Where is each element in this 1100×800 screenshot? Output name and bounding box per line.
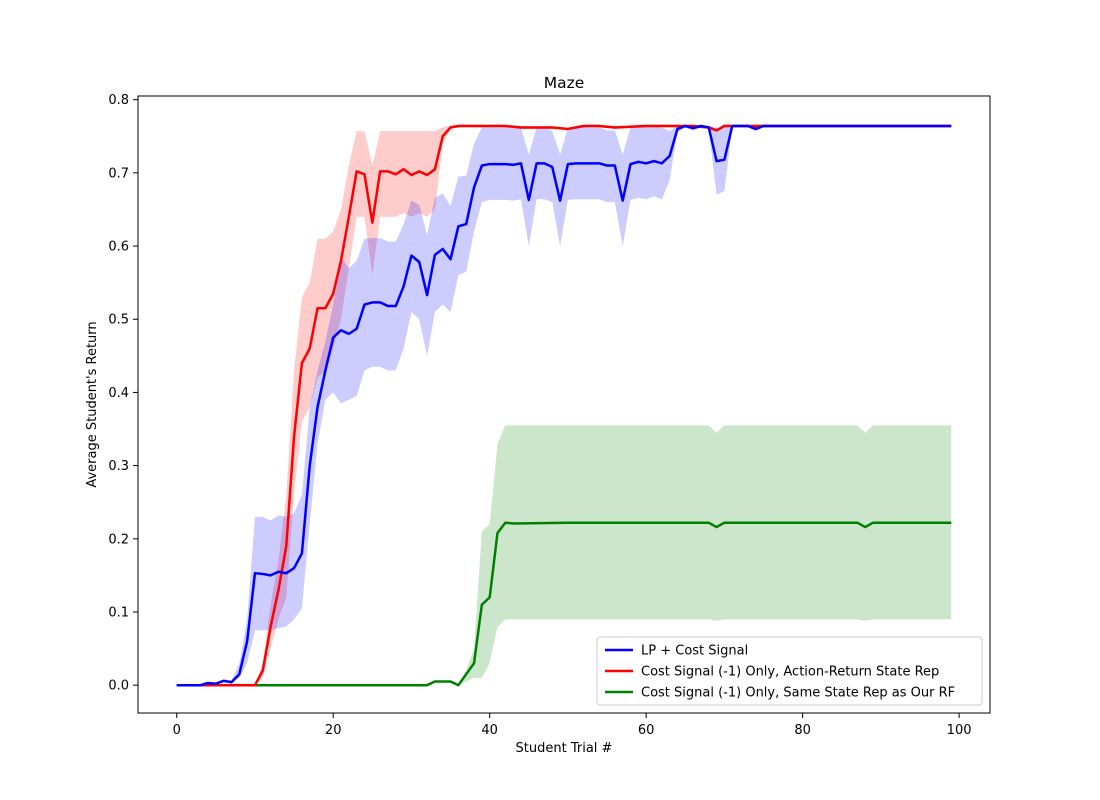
y-axis-label: Average Student's Return <box>85 321 100 487</box>
legend-label-1: Cost Signal (-1) Only, Action-Return Sta… <box>641 665 939 680</box>
legend-box <box>596 636 983 706</box>
x-tick-label-3: 60 <box>638 723 655 738</box>
legend: LP + Cost Signal Cost Signal (-1) Only, A… <box>596 636 983 706</box>
chart-title: Maze <box>544 74 585 92</box>
y-tick-label-8: 0.8 <box>108 93 129 108</box>
legend-label-2: Cost Signal (-1) Only, Same State Rep as… <box>641 686 955 701</box>
plot-frame <box>137 95 991 714</box>
y-tick-label-7: 0.7 <box>108 166 129 181</box>
line-series-0 <box>176 521 952 687</box>
x-axis-label: Student Trial # <box>516 741 613 756</box>
y-tick-label-2: 0.2 <box>108 532 129 547</box>
x-axis: 0 20 40 60 80 100 <box>173 713 972 738</box>
line-series-2 <box>176 124 952 687</box>
x-tick-label-5: 100 <box>947 723 972 738</box>
band-series-2 <box>176 124 952 686</box>
line-series-1 <box>176 124 952 687</box>
band-series-0 <box>176 425 952 686</box>
y-tick-label-0: 0.0 <box>108 679 129 694</box>
y-axis: 0.0 0.1 0.2 0.3 0.4 0.5 0.6 0.7 0.8 <box>108 93 138 694</box>
y-tick-label-3: 0.3 <box>108 459 129 474</box>
x-tick-label-2: 40 <box>481 723 498 738</box>
y-tick-label-6: 0.6 <box>108 240 129 255</box>
legend-label-0: LP + Cost Signal <box>641 644 748 659</box>
y-tick-label-4: 0.4 <box>108 386 129 401</box>
plot-area <box>176 124 952 687</box>
x-tick-label-1: 20 <box>325 723 342 738</box>
y-tick-label-1: 0.1 <box>108 605 129 620</box>
x-tick-label-0: 0 <box>173 723 181 738</box>
x-tick-label-4: 80 <box>794 723 811 738</box>
y-tick-label-5: 0.5 <box>108 313 129 328</box>
